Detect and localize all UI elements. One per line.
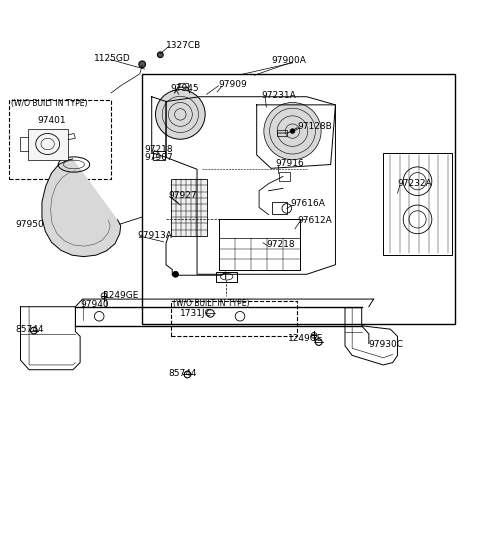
Text: 97916: 97916 <box>276 159 304 168</box>
Text: 97128B: 97128B <box>297 122 332 131</box>
Bar <box>383 153 452 255</box>
Bar <box>142 74 455 324</box>
Text: 97218: 97218 <box>144 145 173 154</box>
Text: 97612A: 97612A <box>297 216 332 225</box>
Circle shape <box>139 61 145 67</box>
Circle shape <box>264 102 321 160</box>
Text: 1125GD: 1125GD <box>95 53 131 63</box>
Text: 97231A: 97231A <box>262 91 296 100</box>
Text: 85744: 85744 <box>16 324 44 334</box>
Bar <box>273 202 287 213</box>
Text: (W/O BUILT IN TYPE): (W/O BUILT IN TYPE) <box>173 299 250 308</box>
Text: 1327CB: 1327CB <box>166 41 201 50</box>
Text: 97907: 97907 <box>144 153 173 162</box>
Text: 97616A: 97616A <box>290 199 325 208</box>
Bar <box>171 179 206 236</box>
Text: 97927: 97927 <box>168 191 197 200</box>
Bar <box>277 130 287 136</box>
Bar <box>28 129 68 160</box>
Text: 1249GE: 1249GE <box>288 334 323 343</box>
Text: 97909: 97909 <box>218 80 247 89</box>
Text: 97401: 97401 <box>37 116 66 125</box>
Text: 1249GE: 1249GE <box>104 291 139 300</box>
Polygon shape <box>42 159 120 257</box>
Bar <box>216 272 237 282</box>
Circle shape <box>156 89 205 139</box>
Bar <box>171 301 297 336</box>
Circle shape <box>290 129 295 134</box>
Circle shape <box>173 272 179 277</box>
Text: 97232A: 97232A <box>397 179 432 188</box>
Text: 97940: 97940 <box>80 300 109 309</box>
Text: (W/O BUILT IN TYPE): (W/O BUILT IN TYPE) <box>11 99 87 108</box>
Text: 97913A: 97913A <box>137 231 172 240</box>
Text: 97945: 97945 <box>171 84 199 93</box>
Bar <box>279 171 289 181</box>
Bar <box>9 100 111 179</box>
Bar <box>218 219 300 270</box>
Bar <box>153 151 165 160</box>
Circle shape <box>157 52 163 58</box>
Text: 97930C: 97930C <box>369 341 404 349</box>
Text: 97218: 97218 <box>266 240 295 249</box>
Text: 97950: 97950 <box>16 220 45 229</box>
Text: 85744: 85744 <box>168 369 197 378</box>
Text: 1731JC: 1731JC <box>180 309 212 318</box>
Text: 97900A: 97900A <box>271 56 306 65</box>
